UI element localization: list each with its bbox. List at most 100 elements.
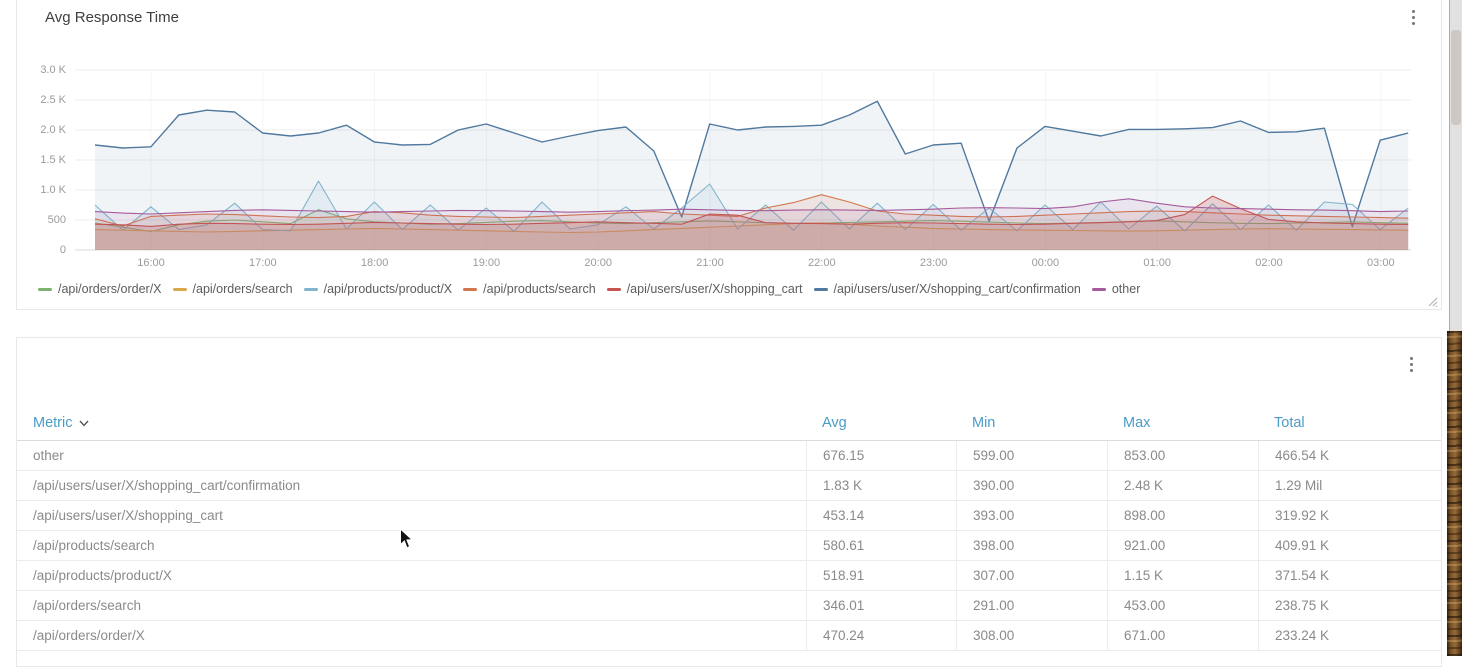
y-tick-label: 2.5 K [40, 94, 66, 106]
table-row: /api/products/product/X 518.91 307.00 1.15 … [17, 561, 1441, 591]
chart-panel: Avg Response Time [16, 0, 1442, 310]
table-row: /api/products/search 580.61 398.00 921.00 40… [17, 531, 1441, 561]
table-row: /api/orders/order/X 470.24 308.00 671.00 233… [17, 621, 1441, 651]
column-header-total[interactable]: Total [1274, 415, 1305, 431]
table-row: /api/users/user/X/shopping_cart/confirma… [17, 471, 1441, 501]
column-header-avg[interactable]: Avg [822, 415, 847, 431]
legend-swatch-icon [303, 287, 318, 291]
table-panel: Metric Avg Min Max Total other 676.15 599.00 85… [16, 337, 1442, 667]
scrollbar-thumb[interactable] [1451, 30, 1461, 125]
y-tick-label: 3.0 K [40, 64, 66, 76]
y-tick-label: 0 [59, 244, 66, 256]
legend-label: /api/orders/search [192, 282, 293, 296]
panel-menu-button[interactable] [1403, 354, 1419, 374]
avg-cell: 518.91 [806, 561, 956, 590]
min-cell: 291.00 [956, 591, 1107, 620]
metric-cell: /api/users/user/X/shopping_cart/confirma… [33, 478, 301, 493]
series-line [94, 209, 1409, 233]
legend-item-api-users-user-X-shopping-cart-confirmation[interactable]: /api/users/user/X/shopping_cart/confirma… [813, 282, 1081, 296]
max-cell: 921.00 [1107, 531, 1258, 560]
metric-cell: /api/products/search [33, 538, 155, 553]
chart-legend: /api/orders/order/X/api/orders/search/ap… [38, 281, 1140, 297]
metric-cell: /api/products/product/X [33, 568, 172, 583]
x-tick-label: 19:00 [472, 257, 501, 269]
avg-cell: 453.14 [806, 501, 956, 530]
y-tick-label: 500 [47, 214, 66, 226]
avg-cell: 1.83 K [806, 471, 956, 500]
total-cell: 233.24 K [1258, 621, 1441, 650]
legend-item-api-orders-search[interactable]: /api/orders/search [172, 282, 293, 296]
legend-swatch-icon [172, 287, 187, 291]
y-tick-label: 1.5 K [40, 154, 66, 166]
legend-label: /api/users/user/X/shopping_cart/confirma… [833, 282, 1081, 296]
x-tick-label: 01:00 [1143, 257, 1171, 269]
max-cell: 671.00 [1107, 621, 1258, 650]
x-tick-label: 02:00 [1255, 257, 1283, 269]
legend-label: other [1111, 282, 1141, 296]
legend-swatch-icon [606, 287, 621, 291]
x-tick-label: 21:00 [696, 257, 724, 269]
column-header-metric[interactable]: Metric [17, 406, 806, 440]
legend-label: /api/products/search [483, 282, 596, 296]
max-cell: 853.00 [1107, 441, 1258, 470]
series-line [94, 180, 1409, 232]
min-cell: 599.00 [956, 441, 1107, 470]
min-cell: 308.00 [956, 621, 1107, 650]
x-tick-label: 18:00 [360, 257, 389, 269]
series-line [94, 222, 1409, 234]
legend-swatch-icon [38, 287, 52, 291]
legend-swatch-icon [813, 287, 828, 291]
max-cell: 2.48 K [1107, 471, 1258, 500]
y-tick-label: 1.0 K [40, 184, 66, 196]
total-cell: 319.92 K [1258, 501, 1441, 530]
column-header-min[interactable]: Min [972, 415, 996, 431]
page-title: Avg Response Time [45, 9, 179, 26]
table-header-row: Metric Avg Min Max Total [17, 406, 1441, 441]
legend-swatch-icon [463, 287, 478, 291]
max-cell: 453.00 [1107, 591, 1258, 620]
total-cell: 1.29 Mil [1258, 471, 1441, 500]
legend-label: /api/products/product/X [323, 282, 453, 296]
min-cell: 307.00 [956, 561, 1107, 590]
metric-cell: other [33, 448, 64, 463]
max-cell: 1.15 K [1107, 561, 1258, 590]
table-row: /api/orders/search 346.01 291.00 453.00 238.… [17, 591, 1441, 621]
min-cell: 398.00 [956, 531, 1107, 560]
response-time-chart[interactable] [75, 60, 1411, 252]
panel-menu-button[interactable] [1405, 7, 1421, 27]
x-tick-label: 00:00 [1031, 257, 1060, 269]
avg-cell: 580.61 [806, 531, 956, 560]
legend-item-other[interactable]: other [1091, 282, 1141, 296]
legend-item-api-products-search[interactable]: /api/products/search [463, 282, 596, 296]
resize-handle-icon[interactable] [1427, 296, 1438, 307]
legend-label: /api/users/user/X/shopping_cart [626, 282, 803, 296]
x-tick-label: 22:00 [808, 257, 836, 269]
avg-cell: 676.15 [806, 441, 956, 470]
series-line [94, 195, 1409, 227]
metric-cell: /api/users/user/X/shopping_cart [33, 508, 223, 523]
total-cell: 466.54 K [1258, 441, 1441, 470]
min-cell: 390.00 [956, 471, 1107, 500]
legend-swatch-icon [1091, 287, 1106, 291]
x-tick-label: 17:00 [249, 257, 277, 269]
total-cell: 238.75 K [1258, 591, 1441, 620]
legend-label: /api/orders/order/X [58, 282, 162, 296]
legend-item-api-users-user-X-shopping-cart[interactable]: /api/users/user/X/shopping_cart [606, 282, 803, 296]
x-tick-label: 03:00 [1367, 257, 1395, 269]
series-line [94, 198, 1409, 215]
metric-cell: /api/orders/order/X [33, 628, 145, 643]
column-header-max[interactable]: Max [1123, 415, 1151, 431]
legend-item-api-products-product-X[interactable]: /api/products/product/X [303, 282, 453, 296]
total-cell: 409.91 K [1258, 531, 1441, 560]
x-tick-label: 16:00 [137, 257, 165, 269]
scrollbar[interactable] [1449, 0, 1462, 331]
sort-chevron-icon [79, 420, 90, 427]
avg-cell: 470.24 [806, 621, 956, 650]
series-line [94, 100, 1409, 228]
legend-item-api-orders-order-X[interactable]: /api/orders/order/X [38, 282, 162, 296]
metric-cell: /api/orders/search [33, 598, 142, 613]
x-tick-label: 20:00 [584, 257, 612, 269]
table-row: /api/users/user/X/shopping_cart 453.14 393… [17, 501, 1441, 531]
total-cell: 371.54 K [1258, 561, 1441, 590]
avg-cell: 346.01 [806, 591, 956, 620]
